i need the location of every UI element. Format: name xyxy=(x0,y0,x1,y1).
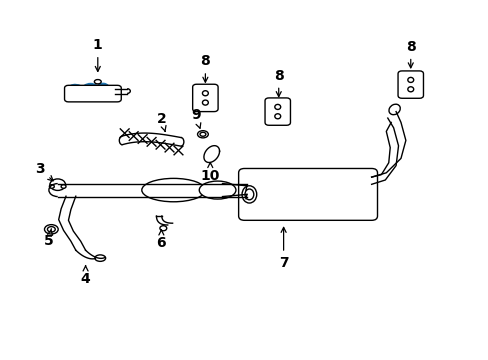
Text: 6: 6 xyxy=(156,230,166,250)
Text: 3: 3 xyxy=(35,162,53,181)
Ellipse shape xyxy=(94,80,101,84)
Ellipse shape xyxy=(95,255,105,261)
Ellipse shape xyxy=(47,227,55,232)
Ellipse shape xyxy=(50,179,65,190)
Ellipse shape xyxy=(199,181,235,199)
Ellipse shape xyxy=(388,104,400,115)
Text: 8: 8 xyxy=(405,40,415,68)
Ellipse shape xyxy=(49,185,54,188)
Ellipse shape xyxy=(197,131,208,138)
Ellipse shape xyxy=(81,83,100,97)
Ellipse shape xyxy=(202,100,208,105)
Text: 1: 1 xyxy=(93,38,102,71)
Ellipse shape xyxy=(61,185,66,188)
Ellipse shape xyxy=(44,225,58,234)
Ellipse shape xyxy=(142,179,205,202)
Ellipse shape xyxy=(274,104,280,109)
Text: 4: 4 xyxy=(81,266,90,286)
Polygon shape xyxy=(203,146,219,162)
Ellipse shape xyxy=(407,77,413,82)
Ellipse shape xyxy=(95,83,110,95)
Text: 5: 5 xyxy=(44,229,54,248)
FancyBboxPatch shape xyxy=(238,168,377,220)
Ellipse shape xyxy=(66,84,85,100)
FancyBboxPatch shape xyxy=(264,98,290,125)
FancyBboxPatch shape xyxy=(397,71,423,98)
Ellipse shape xyxy=(200,132,205,136)
Ellipse shape xyxy=(274,114,280,119)
Text: 7: 7 xyxy=(278,228,288,270)
Ellipse shape xyxy=(407,87,413,92)
FancyBboxPatch shape xyxy=(64,85,121,102)
Ellipse shape xyxy=(242,186,256,203)
Text: 8: 8 xyxy=(200,54,210,82)
Ellipse shape xyxy=(160,226,166,231)
Ellipse shape xyxy=(202,91,208,96)
Text: 2: 2 xyxy=(156,112,166,131)
FancyBboxPatch shape xyxy=(192,84,218,112)
Text: 10: 10 xyxy=(200,163,220,183)
Text: 9: 9 xyxy=(190,108,201,129)
Text: 8: 8 xyxy=(273,69,283,96)
Ellipse shape xyxy=(244,189,253,200)
